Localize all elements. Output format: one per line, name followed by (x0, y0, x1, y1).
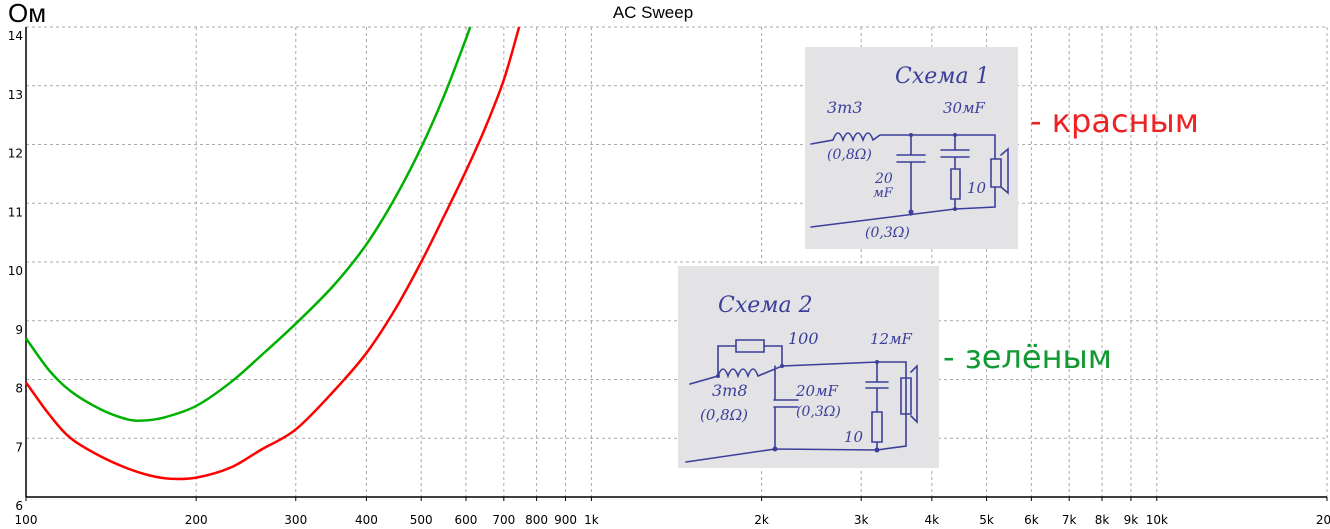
axes (25, 27, 1328, 501)
legend-red: - красным (1030, 102, 1199, 140)
scheme-1-cap-shunt-label-b: мF (873, 186, 894, 201)
scheme-2-cap-shunt-r-label: (0,3Ω) (796, 404, 841, 420)
x-tick-label: 200 (185, 513, 208, 527)
y-tick-label: 14 (8, 29, 23, 43)
y-tick-label: 7 (15, 440, 23, 454)
x-tick-label: 100 (15, 513, 38, 527)
legend-green: - зелёным (943, 338, 1112, 376)
x-tick-label: 700 (492, 513, 515, 527)
x-tick-label: 600 (455, 513, 478, 527)
scheme-1-cap-shunt-label-a: 20 (874, 171, 893, 187)
x-tick-label: 8k (1095, 513, 1110, 527)
scheme-2-photo: Схема 2 100 12мF 3т8 (0,8Ω) 20мF (0,3Ω) … (678, 266, 939, 468)
y-tick-label: 13 (8, 88, 23, 102)
x-tick-label: 400 (355, 513, 378, 527)
y-tick-label: 11 (8, 205, 23, 219)
scheme-2-title: Схема 2 (718, 293, 813, 318)
red-curve (24, 26, 521, 481)
scheme-2-cap-shunt-label: 20мF (795, 382, 839, 400)
y-tick-label: 6 (15, 499, 23, 513)
y-tick-label: 10 (8, 264, 23, 278)
tick-labels: 100 200 300 400 500 600 700 800 900 1k 2k 3k 4k 5k 6k 7… (8, 29, 1330, 527)
x-tick-label: 5k (979, 513, 994, 527)
scheme-2-cap-series-label: 12мF (870, 330, 913, 348)
chart-title: AC Sweep (613, 3, 693, 22)
curves (24, 26, 521, 481)
x-tick-label: 500 (410, 513, 433, 527)
scheme-2-resistor-parallel-label: 100 (788, 329, 819, 348)
x-tick-label: 7k (1062, 513, 1077, 527)
x-tick-label: 3k (854, 513, 869, 527)
scheme-2-inductor-label: 3т8 (712, 381, 748, 400)
x-tick-label: 1k (584, 513, 599, 527)
x-tick-label: 300 (284, 513, 307, 527)
x-tick-label: 10k (1146, 513, 1168, 527)
scheme-1-title: Схема 1 (895, 64, 990, 89)
x-tick-label: 900 (554, 513, 577, 527)
y-tick-label: 9 (15, 323, 23, 337)
scheme-2-resistor-label: 10 (844, 428, 864, 446)
green-curve (24, 26, 472, 422)
y-tick-label: 8 (15, 382, 23, 396)
scheme-2-circuit (685, 339, 918, 463)
scheme-1-ground-r-label: (0,3Ω) (865, 225, 910, 241)
x-tick-label: 6k (1024, 513, 1039, 527)
scheme-1-resistor-label: 10 (967, 179, 987, 197)
x-tick-label: 800 (525, 513, 548, 527)
scheme-2-inductor-r-label: (0,8Ω) (700, 406, 748, 424)
scheme-1-inductor-label: 3т3 (827, 98, 863, 117)
x-tick-label: 20k (1316, 513, 1330, 527)
scheme-1-cap-series-label: 30мF (943, 99, 986, 117)
scheme-1-circuit (810, 132, 1009, 228)
scheme-1-photo: Схема 1 3т3 30мF (0,8Ω) 20 мF 10 (0,3Ω) (805, 47, 1018, 249)
grid (26, 26, 1328, 497)
x-tick-label: 4k (925, 513, 940, 527)
x-tick-label: 2k (754, 513, 769, 527)
x-tick-label: 9k (1124, 513, 1139, 527)
y-tick-label: 12 (8, 147, 23, 161)
scheme-1-inductor-r-label: (0,8Ω) (827, 147, 872, 163)
y-axis-unit: Ом (8, 0, 46, 28)
